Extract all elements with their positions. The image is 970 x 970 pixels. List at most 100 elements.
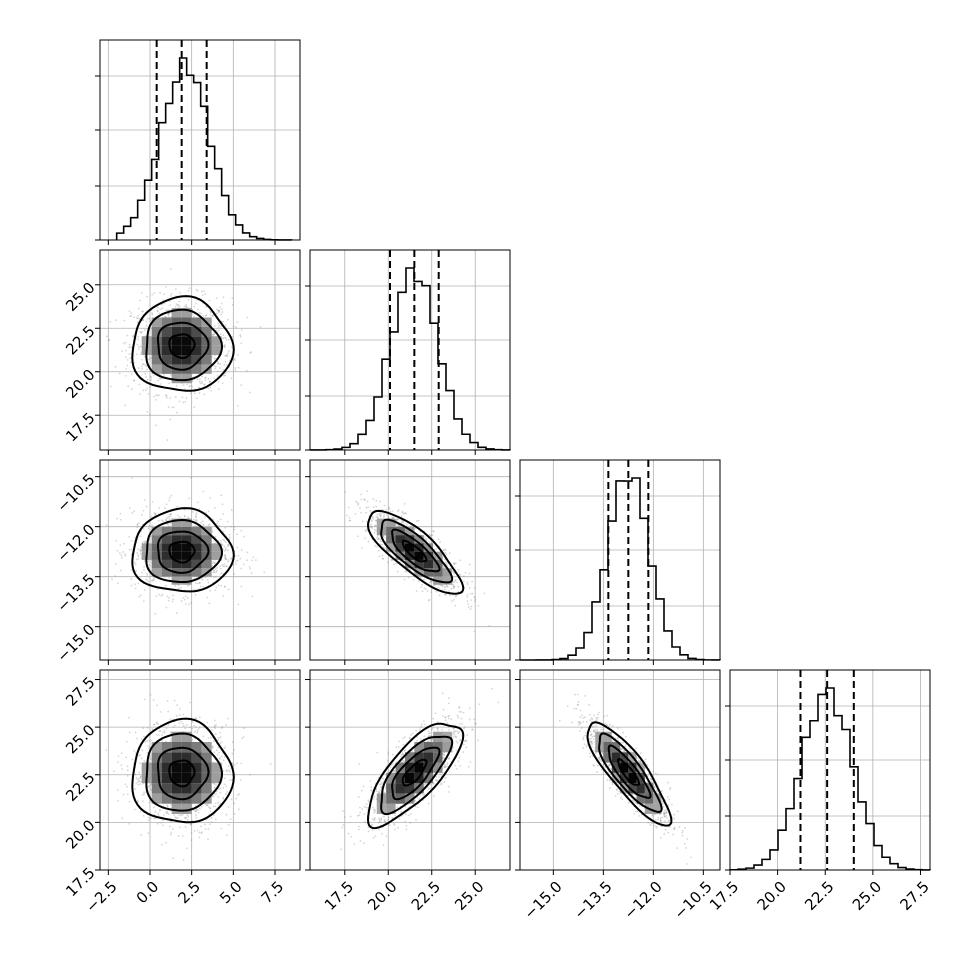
scatter-point xyxy=(188,287,191,290)
scatter-point xyxy=(167,516,170,518)
scatter-point xyxy=(217,310,220,313)
scatter-point xyxy=(207,828,210,830)
scatter-point xyxy=(454,604,457,607)
scatter-point xyxy=(137,346,140,348)
scatter-point xyxy=(251,595,254,598)
scatter-point xyxy=(168,518,171,520)
scatter-point xyxy=(170,292,173,295)
scatter-point xyxy=(444,585,447,588)
scatter-point xyxy=(224,337,227,339)
scatter-point xyxy=(179,291,182,294)
scatter-point xyxy=(215,329,218,332)
scatter-point xyxy=(469,592,472,595)
scatter-point xyxy=(163,814,165,816)
scatter-point xyxy=(209,589,211,592)
scatter-point xyxy=(213,354,216,357)
scatter-point xyxy=(147,819,150,822)
scatter-point xyxy=(216,753,219,756)
scatter-point xyxy=(145,376,147,378)
density-cell xyxy=(201,355,212,365)
scatter-point xyxy=(243,535,246,538)
scatter-point xyxy=(420,586,423,588)
scatter-point xyxy=(159,383,162,385)
scatter-point xyxy=(176,505,178,508)
scatter-point xyxy=(217,322,220,325)
scatter-point xyxy=(464,571,467,574)
scatter-point xyxy=(165,396,168,399)
scatter-point xyxy=(143,499,146,502)
scatter-point xyxy=(147,580,150,583)
scatter-point xyxy=(134,583,136,586)
scatter-point xyxy=(220,302,223,305)
scatter-point xyxy=(372,517,374,520)
scatter-point xyxy=(242,727,245,730)
scatter-point xyxy=(227,717,229,720)
scatter-point xyxy=(417,580,420,582)
scatter-point xyxy=(215,749,218,752)
scatter-point xyxy=(212,746,214,748)
scatter-point xyxy=(223,756,226,758)
scatter-point xyxy=(137,307,140,310)
scatter-point xyxy=(114,365,117,368)
scatter-point xyxy=(360,546,363,549)
scatter-point xyxy=(151,579,154,581)
scatter-point xyxy=(178,300,181,303)
scatter-point xyxy=(453,581,456,584)
scatter-point xyxy=(234,369,237,372)
scatter-point xyxy=(365,506,368,509)
scatter-point xyxy=(114,563,117,566)
scatter-point xyxy=(166,595,169,598)
scatter-point xyxy=(417,519,420,522)
scatter-point xyxy=(225,785,228,788)
scatter-point xyxy=(377,549,380,552)
scatter-point xyxy=(401,511,404,514)
density-cell xyxy=(201,336,212,346)
scatter-point xyxy=(221,382,224,385)
scatter-point xyxy=(168,300,171,303)
scatter-point xyxy=(194,302,197,305)
scatter-point xyxy=(240,384,243,387)
scatter-point xyxy=(163,729,166,732)
scatter-point xyxy=(170,494,173,497)
scatter-point xyxy=(126,364,129,367)
scatter-point xyxy=(194,594,197,596)
scatter-point xyxy=(196,730,199,732)
scatter-point xyxy=(125,740,128,743)
scatter-point xyxy=(204,576,207,579)
density-cell xyxy=(171,317,182,327)
scatter-point xyxy=(148,317,150,320)
scatter-point xyxy=(141,541,144,544)
scatter-point xyxy=(145,325,148,327)
scatter-point xyxy=(200,832,203,835)
scatter-point xyxy=(233,802,236,805)
scatter-point xyxy=(198,836,201,839)
scatter-point xyxy=(171,406,173,409)
scatter-point xyxy=(167,313,170,315)
scatter-point xyxy=(107,339,110,342)
scatter-point xyxy=(184,727,187,730)
scatter-point xyxy=(149,757,152,760)
scatter-point xyxy=(157,379,160,382)
scatter-point xyxy=(196,501,199,504)
scatter-point xyxy=(208,602,211,605)
scatter-point xyxy=(230,377,233,380)
scatter-point xyxy=(225,354,228,357)
scatter-point xyxy=(162,374,165,376)
scatter-point xyxy=(134,773,137,776)
scatter-point xyxy=(214,805,217,808)
scatter-point xyxy=(457,585,460,588)
scatter-point xyxy=(250,572,253,574)
scatter-point xyxy=(135,353,138,356)
scatter-point xyxy=(218,524,220,527)
scatter-point xyxy=(466,583,469,586)
scatter-point xyxy=(181,835,184,837)
scatter-point xyxy=(119,512,122,515)
scatter-point xyxy=(178,722,181,725)
scatter-point xyxy=(383,504,386,507)
scatter-point xyxy=(448,590,450,593)
scatter-point xyxy=(225,364,228,366)
scatter-point xyxy=(177,304,180,306)
scatter-point xyxy=(178,305,181,308)
scatter-point xyxy=(223,777,226,780)
scatter-point xyxy=(197,728,200,730)
